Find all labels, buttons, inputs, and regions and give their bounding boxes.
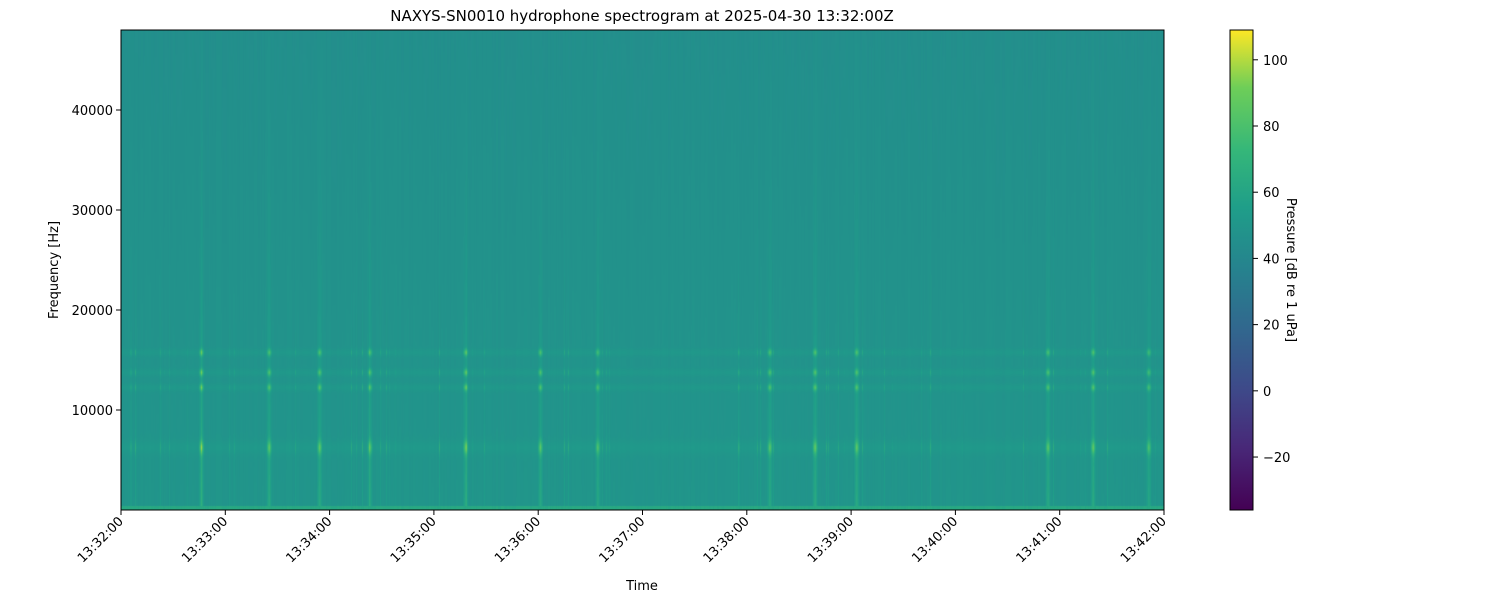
x-axis-label: Time bbox=[625, 579, 658, 594]
x-tick-label: 13:32:00 bbox=[75, 514, 127, 566]
y-tick-label: 40000 bbox=[72, 104, 113, 119]
x-tick-label: 13:42:00 bbox=[1118, 514, 1170, 566]
x-tick-label: 13:37:00 bbox=[596, 514, 648, 566]
plot-frame bbox=[120, 29, 1165, 511]
spectrogram-heatmap bbox=[121, 30, 1164, 510]
x-tick-label: 13:35:00 bbox=[388, 514, 440, 566]
colorbar-tick-label: 40 bbox=[1263, 252, 1280, 267]
colorbar-tick-label: −20 bbox=[1263, 451, 1290, 466]
colorbar-tick-label: 20 bbox=[1263, 319, 1280, 334]
x-tick-label: 13:33:00 bbox=[179, 514, 231, 566]
chart-title: NAXYS-SN0010 hydrophone spectrogram at 2… bbox=[390, 7, 894, 25]
colorbar-tick-label: 60 bbox=[1263, 186, 1280, 201]
colorbar bbox=[1229, 29, 1254, 511]
y-tick-label: 30000 bbox=[72, 204, 113, 219]
colorbar-label: Pressure [dB re 1 uPa] bbox=[1283, 198, 1298, 342]
y-axis-label: Frequency [Hz] bbox=[47, 221, 62, 319]
x-tick-label: 13:39:00 bbox=[805, 514, 857, 566]
colorbar-tick-label: 0 bbox=[1263, 385, 1271, 400]
x-tick-label: 13:41:00 bbox=[1014, 514, 1066, 566]
x-tick-label: 13:34:00 bbox=[284, 514, 336, 566]
colorbar-tick-label: 100 bbox=[1263, 54, 1288, 69]
y-tick-label: 20000 bbox=[72, 304, 113, 319]
y-tick-label: 10000 bbox=[72, 404, 113, 419]
x-tick-label: 13:40:00 bbox=[909, 514, 961, 566]
x-tick-label: 13:36:00 bbox=[492, 514, 544, 566]
colorbar-tick-label: 80 bbox=[1263, 120, 1280, 135]
x-tick-label: 13:38:00 bbox=[701, 514, 753, 566]
